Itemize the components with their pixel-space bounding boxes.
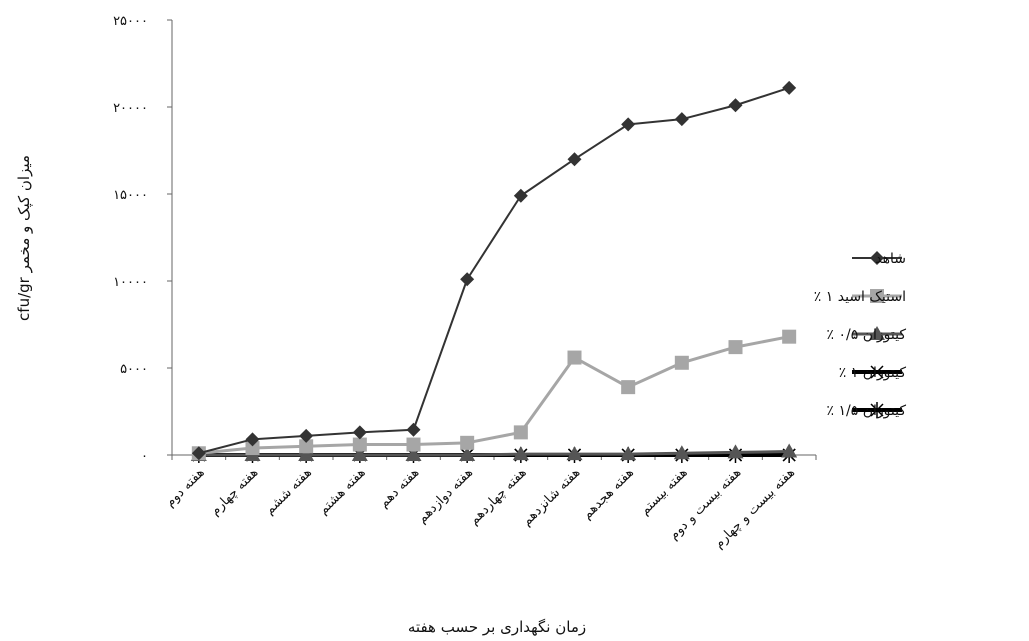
legend-item: کیتوزان ۰/۵ ٪: [827, 326, 907, 343]
y-tick-label: ۲۵۰۰۰: [113, 14, 148, 29]
data-point: [781, 443, 798, 458]
data-point: [459, 447, 476, 461]
data-point: [352, 437, 367, 452]
series-line: [198, 450, 790, 457]
data-point: [870, 289, 884, 303]
data-point: [245, 432, 260, 447]
x-tick-label: هفته دوم: [163, 465, 208, 510]
data-point: [870, 251, 884, 265]
y-tick-label: ۵۰۰۰: [120, 362, 148, 377]
data-point: [406, 437, 421, 452]
data-point: [406, 422, 421, 437]
data-point: [674, 112, 689, 127]
data-point: [728, 98, 743, 113]
data-point: [673, 445, 690, 460]
data-point: [870, 402, 884, 418]
x-tick-label: هفته هجدهم: [580, 465, 637, 522]
data-point: [869, 326, 885, 340]
y-tick-label: ۱۰۰۰۰: [113, 275, 148, 290]
y-ticks: ۰ ۵۰۰۰ ۱۰۰۰۰ ۱۵۰۰۰ ۲۰۰۰۰ ۲۵۰۰۰: [113, 14, 172, 464]
series-2: [191, 329, 797, 461]
x-tick-label: هفته چهارم: [208, 465, 262, 519]
data-point: [405, 447, 422, 461]
legend-label: کیتوزان ۰/۵ ٪: [827, 327, 907, 343]
legend-label: کیتوزان ۱/۵ ٪: [827, 403, 907, 419]
data-point: [674, 355, 689, 370]
legend-label: کیتوزان ۱ ٪: [839, 365, 907, 381]
data-point: [245, 441, 260, 456]
data-point: [513, 425, 528, 440]
data-point: [620, 446, 637, 461]
data-point: [513, 188, 528, 203]
data-point-stroke: [870, 365, 884, 379]
y-axis-title: میزان کپک و مخمر cfu/gr: [15, 155, 34, 321]
data-point: [567, 350, 582, 365]
y-tick-label: ۰: [141, 449, 148, 464]
legend-item: کیتوزان ۱ ٪: [839, 365, 907, 381]
series-group: [190, 80, 798, 463]
legend-label: شاهد: [875, 251, 906, 267]
legend-item: استیک اسید ۱ ٪: [814, 289, 906, 305]
data-point: [352, 425, 367, 440]
legend-item: شاهد: [852, 251, 906, 267]
data-point: [621, 380, 636, 395]
data-point: [351, 447, 368, 461]
legend: شاهد استیک اسید ۱ ٪ کیتوزان ۰/۵ ٪ کیتوزان ۱…: [814, 251, 907, 419]
data-point: [870, 365, 884, 379]
data-point: [460, 272, 475, 287]
series-line: [198, 335, 790, 455]
data-point: [512, 446, 529, 461]
data-point: [728, 340, 743, 355]
y-tick-label: ۱۵۰۰۰: [113, 188, 148, 203]
x-tick-label: هفته دهم: [377, 465, 423, 511]
series-1: [191, 80, 797, 461]
data-point: [782, 329, 797, 344]
data-point: [782, 80, 797, 95]
x-tick-label: هفته بیستم: [638, 465, 691, 518]
legend-label: استیک اسید ۱ ٪: [814, 289, 906, 305]
data-point: [566, 446, 583, 461]
x-tick-label: هفته شانزدهم: [519, 465, 583, 529]
data-point: [567, 152, 582, 167]
data-point: [299, 439, 314, 454]
legend-item: کیتوزان ۱/۵ ٪: [827, 402, 907, 419]
data-point: [460, 435, 475, 450]
x-tick-label: هفته ششم: [262, 465, 315, 518]
data-point: [727, 444, 744, 459]
x-axis-title: زمان نگهداری بر حسب هفته: [408, 618, 586, 636]
data-point: [621, 117, 636, 132]
data-point: [191, 446, 206, 461]
series-line: [198, 86, 790, 455]
y-tick-label: ۲۰۰۰۰: [113, 101, 148, 116]
x-ticks: هفته دوم هفته چهارم هفته ششم هفته هشتم هفته …: [163, 455, 817, 552]
data-point: [298, 447, 315, 461]
x-tick-label: هفته هشتم: [316, 465, 369, 518]
data-point: [299, 428, 314, 443]
